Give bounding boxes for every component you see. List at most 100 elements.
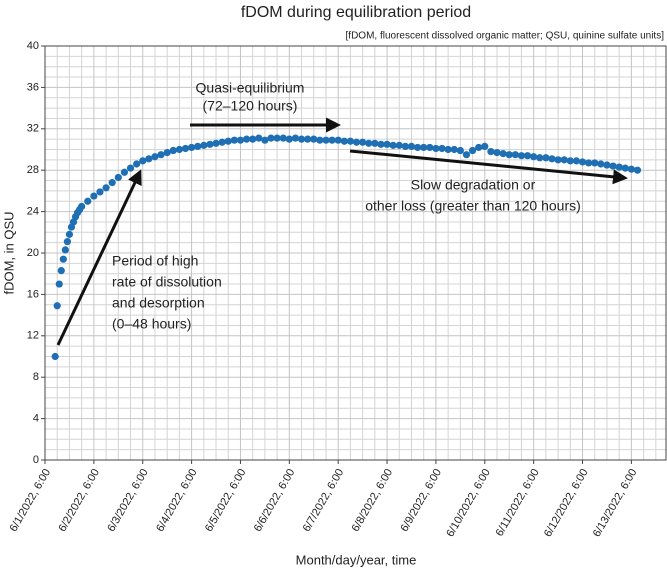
data-point (530, 153, 538, 161)
arrow (56, 169, 142, 346)
data-point (133, 160, 141, 168)
x-tick-label: 6/4/2022, 6:00 (154, 467, 200, 534)
y-tick-label: 20 (27, 247, 39, 259)
data-point (78, 202, 86, 211)
data-point (566, 157, 574, 165)
x-tick-label: 6/9/2022, 6:00 (398, 467, 444, 534)
data-point (523, 152, 532, 160)
x-tick-label: 6/2/2022, 6:00 (56, 467, 102, 534)
data-point (597, 160, 605, 168)
arrow (349, 149, 628, 185)
annotation: Period of high (112, 253, 198, 269)
data-point (511, 151, 519, 159)
data-point (377, 140, 385, 148)
data-point (181, 144, 190, 153)
y-tick-label: 40 (27, 40, 39, 52)
data-point (603, 161, 611, 169)
data-point (468, 146, 477, 155)
data-point (493, 149, 501, 157)
data-point (578, 158, 587, 166)
data-point (291, 134, 300, 142)
x-axis-label: Month/day/year, time (296, 552, 417, 567)
data-point (249, 135, 257, 143)
data-point (499, 150, 507, 158)
data-point (420, 143, 428, 152)
plot-frame (44, 45, 667, 461)
data-point (206, 140, 214, 148)
data-point (273, 134, 281, 142)
data-point (145, 155, 153, 163)
data-point (120, 168, 129, 176)
data-point (352, 138, 361, 146)
data-point (438, 144, 446, 153)
data-point (114, 173, 122, 182)
data-point (236, 136, 245, 144)
data-point (322, 136, 330, 144)
data-point (212, 139, 220, 147)
data-point (585, 159, 593, 167)
data-point (633, 166, 642, 174)
data-point (359, 138, 367, 146)
data-point (175, 145, 183, 154)
data-point (224, 137, 232, 145)
data-point (536, 154, 544, 162)
y-tick-label: 28 (27, 164, 39, 176)
y-tick-label: 32 (27, 123, 39, 135)
data-point (139, 157, 147, 165)
data-point (505, 151, 513, 159)
data-point (90, 192, 98, 200)
data-point (572, 157, 581, 165)
data-point (63, 238, 71, 246)
data-point (456, 146, 464, 155)
x-tick-label: 6/8/2022, 6:00 (350, 467, 396, 534)
points (51, 134, 642, 361)
data-point (151, 153, 159, 161)
data-point (328, 136, 336, 144)
data-point (200, 141, 208, 149)
data-point (627, 165, 635, 173)
data-point (542, 154, 550, 162)
data-point (108, 179, 116, 187)
y-tick-label: 12 (27, 330, 39, 342)
data-point (163, 149, 171, 157)
annotation: rate of dissolution (112, 274, 222, 290)
data-point (615, 163, 623, 171)
data-point (407, 142, 416, 150)
data-point (59, 255, 67, 263)
data-point (444, 145, 452, 154)
data-point (316, 136, 324, 144)
x-tick-label: 6/12/2022, 6:00 (542, 467, 591, 539)
data-point (554, 156, 562, 164)
data-point (560, 156, 568, 164)
data-point (57, 266, 65, 275)
data-point (334, 136, 342, 144)
data-point (365, 139, 373, 147)
data-point (267, 134, 275, 142)
data-point (51, 352, 59, 361)
data-point (517, 152, 526, 160)
data-point (84, 197, 92, 205)
data-point (432, 144, 440, 153)
x-tick-label: 6/1/2022, 6:00 (8, 467, 54, 534)
x-tick-label: 6/5/2022, 6:00 (203, 467, 249, 534)
data-point (340, 137, 348, 145)
data-point (242, 135, 251, 143)
data-point (55, 280, 63, 288)
data-point (304, 135, 312, 143)
data-point (487, 147, 495, 156)
data-point (310, 135, 318, 143)
data-point (346, 137, 355, 145)
data-point (475, 143, 483, 152)
grid (41, 45, 666, 464)
data-point (230, 136, 238, 144)
y-tick-label: 36 (27, 81, 39, 93)
annotation: (0–48 hours) (112, 316, 191, 332)
data-point (96, 188, 104, 196)
data-point (169, 146, 177, 155)
data-point (297, 135, 306, 143)
data-point (255, 134, 263, 142)
annotation: (72–120 hours) (203, 98, 298, 114)
data-point (371, 139, 379, 147)
data-point (65, 230, 74, 238)
